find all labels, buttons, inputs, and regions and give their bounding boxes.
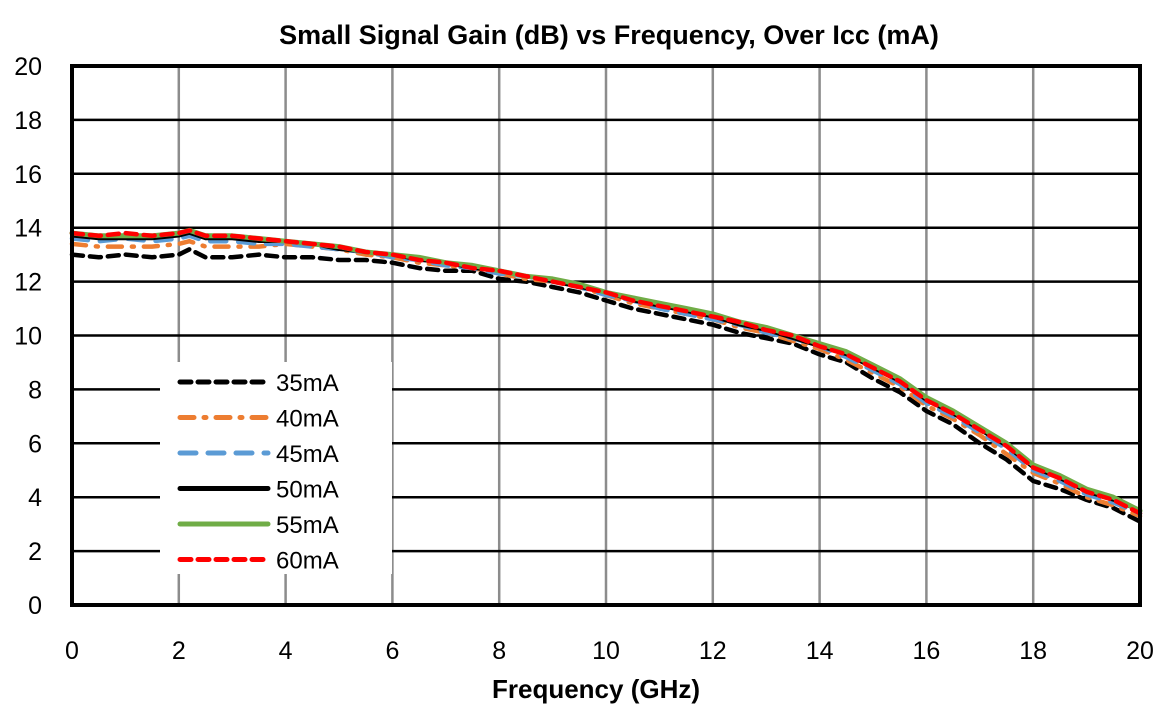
y-tick-label: 4: [28, 484, 42, 512]
y-tick-label: 18: [14, 107, 42, 135]
y-tick-label: 2: [28, 538, 42, 566]
x-tick-label: 18: [1019, 637, 1047, 665]
x-tick-label: 6: [385, 637, 399, 665]
legend-label: 50mA: [276, 477, 339, 504]
y-tick-label: 6: [28, 430, 42, 458]
y-tick-label: 16: [14, 161, 42, 189]
y-tick-label: 10: [14, 323, 42, 351]
series-line-45mA: [69, 233, 1143, 516]
series-line-60mA: [69, 228, 1143, 516]
legend: 35mA 40mA 45mA 50mA 55mA 60mA: [160, 362, 392, 575]
legend-label: 55mA: [276, 512, 339, 539]
x-tick-label: 20: [1126, 637, 1154, 665]
chart-title: Small Signal Gain (dB) vs Frequency, Ove…: [279, 20, 939, 50]
legend-box: [160, 362, 392, 574]
x-axis-ticks: 0 2 4 6 8 10 12 14 16 18 20: [65, 637, 1154, 665]
plot-frame: [70, 64, 1142, 607]
y-tick-label: 12: [14, 269, 42, 297]
y-tick-label: 20: [14, 53, 42, 81]
y-tick-label: 0: [28, 592, 42, 620]
y-tick-label: 8: [28, 376, 42, 404]
x-tick-label: 2: [172, 637, 186, 665]
series-layer: [69, 227, 1143, 524]
x-tick-label: 4: [279, 637, 293, 665]
x-axis-label: Frequency (GHz): [492, 674, 700, 704]
legend-label: 60mA: [276, 548, 339, 575]
y-tick-label: 14: [14, 215, 42, 243]
legend-label: 40mA: [276, 406, 339, 433]
x-tick-label: 10: [592, 637, 620, 665]
x-tick-label: 8: [492, 637, 506, 665]
x-tick-label: 16: [912, 637, 940, 665]
legend-label: 45mA: [276, 441, 339, 468]
y-axis-ticks: 0 2 4 6 8 10 12 14 16 18 20: [14, 53, 42, 620]
x-tick-label: 0: [65, 637, 79, 665]
x-tick-label: 12: [699, 637, 727, 665]
legend-label: 35mA: [276, 370, 339, 397]
series-line-35mA: [69, 247, 1143, 524]
x-tick-label: 14: [806, 637, 834, 665]
